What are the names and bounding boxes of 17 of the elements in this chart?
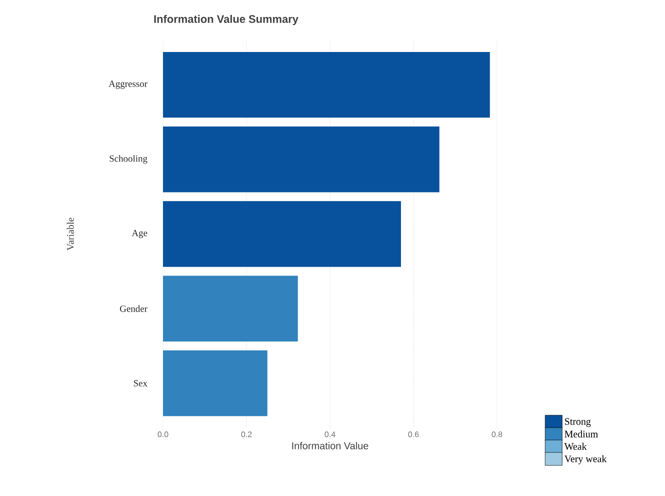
bar [163, 276, 298, 342]
bar [163, 52, 490, 118]
bar [163, 126, 440, 192]
bar [163, 350, 268, 416]
legend-label: Weak [564, 442, 587, 450]
y-tick-label: Age [132, 230, 148, 238]
bar [163, 201, 401, 267]
y-tick-label: Aggressor [108, 80, 148, 89]
y-tick-label: Schooling [110, 155, 148, 164]
y-axis-title: Variable [66, 218, 74, 250]
x-axis-title: Information Value [292, 442, 368, 450]
legend-label: Very weak [564, 455, 607, 464]
y-tick-label: Sex [134, 380, 148, 386]
legend-label: Medium [564, 430, 598, 438]
legend-label: Strong [565, 418, 591, 427]
chart-title: Information Value Summary [154, 14, 298, 26]
y-tick-label: Gender [120, 305, 148, 312]
